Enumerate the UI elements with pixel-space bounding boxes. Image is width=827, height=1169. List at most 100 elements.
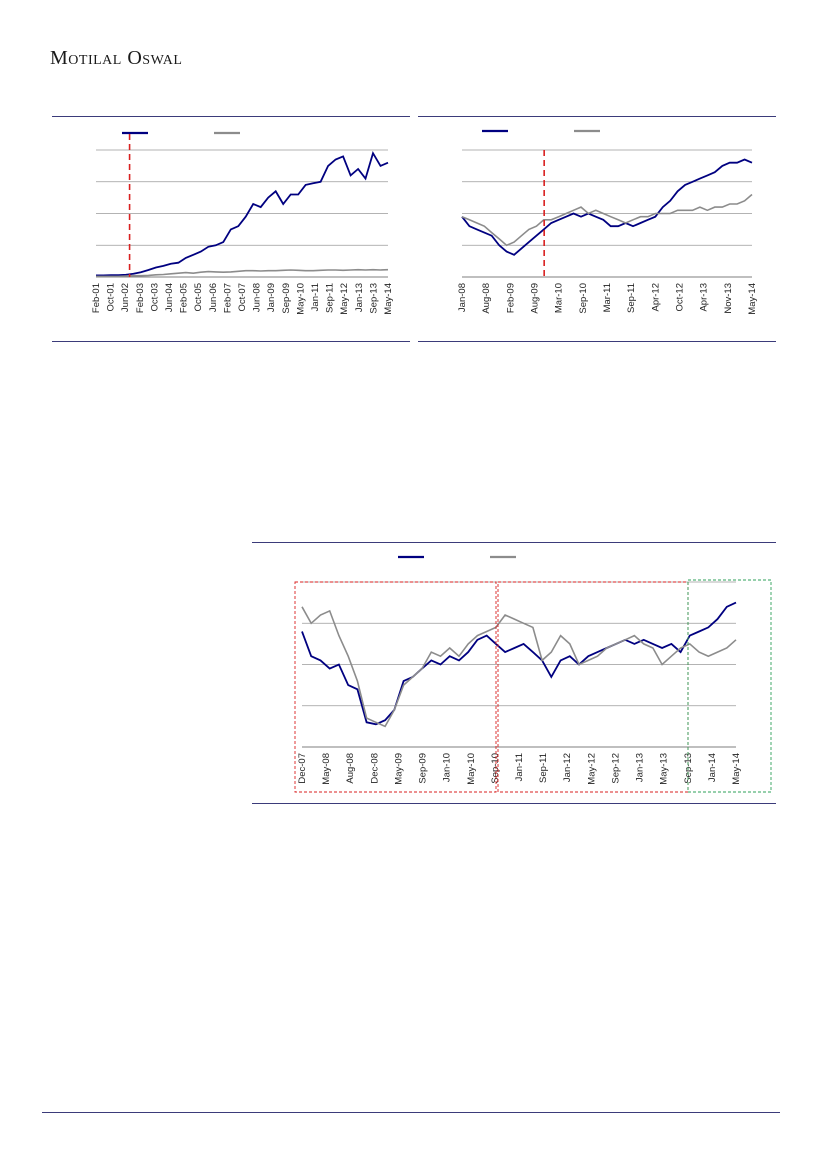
x-tick-label: Jan-13: [635, 753, 646, 782]
x-tick-label: Mar-11: [602, 283, 613, 312]
x-tick-label: Jun-06: [208, 283, 219, 312]
x-tick-label: Feb-07: [222, 283, 233, 313]
x-tick-group: May-14: [383, 283, 394, 315]
x-tick-label: Dec-08: [369, 753, 380, 784]
x-tick-label: Jan-13: [354, 283, 365, 312]
chart2-bottom-rule: [418, 341, 776, 342]
x-tick-group: May-08: [321, 753, 332, 785]
series-line-1: [461, 158, 753, 256]
series-line-1: [96, 150, 389, 277]
x-tick-group: Dec-07: [297, 753, 308, 784]
x-tick-label: Jan-14: [707, 753, 718, 782]
chart-3: Dec-07 May-08 Aug-08 Dec-08 May-09 Sep-09 Jan-…: [294, 555, 772, 793]
x-tick-group: Apr-12: [650, 283, 661, 312]
chart1-top-rule: [52, 116, 410, 117]
x-tick-label: Nov-13: [723, 283, 734, 314]
x-tick-label: Jan-09: [266, 283, 277, 312]
x-tick-label: Jan-11: [514, 753, 525, 781]
x-tick-group: May-10: [295, 283, 306, 315]
x-tick-group: Jan-08: [457, 283, 468, 312]
chart-2: Jan-08 Aug-08 Feb-09 Aug-09 Mar-10 Sep-10 Mar-…: [457, 129, 758, 315]
x-tick-label: May-12: [339, 283, 350, 315]
x-tick-label: Sep-09: [281, 283, 292, 314]
x-tick-group: Aug-08: [345, 753, 356, 784]
x-tick-label: May-08: [321, 753, 332, 785]
x-tick-label: Jan-11: [310, 283, 321, 311]
x-tick-label: May-14: [731, 753, 742, 785]
x-tick-label: Jun-08: [252, 283, 263, 312]
x-tick-label: Oct-05: [193, 283, 204, 312]
x-tick-group: Aug-08: [481, 283, 492, 314]
x-tick-label: May-10: [466, 753, 477, 785]
x-tick-label: Jan-10: [442, 753, 453, 782]
chart3-bottom-rule: [252, 803, 776, 804]
series-line-1: [301, 601, 737, 726]
x-tick-label: Jun-02: [120, 283, 131, 312]
x-tick-label: Oct-01: [106, 283, 117, 312]
x-tick-group: Jan-09: [266, 283, 277, 312]
x-tick-group: Jan-11: [514, 753, 525, 781]
x-tick-group: May-12: [586, 753, 597, 785]
x-tick-label: Sep-11: [325, 283, 336, 313]
x-tick-group: Sep-09: [418, 753, 429, 784]
x-tick-label: Dec-07: [297, 753, 308, 784]
x-tick-group: Sep-09: [281, 283, 292, 314]
x-tick-group: Oct-01: [106, 283, 117, 312]
x-tick-group: Sep-11: [626, 283, 637, 313]
x-tick-group: Jan-13: [635, 753, 646, 782]
x-tick-label: Jun-04: [164, 283, 175, 312]
chart-1: Feb-01 Oct-01 Jun-02 Feb-03 Oct-03 Jun-04 Feb-…: [91, 131, 394, 315]
x-tick-label: Mar-10: [554, 283, 565, 313]
x-tick-group: Jan-14: [707, 753, 718, 782]
x-tick-label: Sep-10: [490, 753, 501, 784]
x-tick-label: Feb-05: [179, 283, 190, 313]
chart3-top-rule: [252, 542, 776, 543]
x-tick-group: May-12: [339, 283, 350, 315]
x-tick-group: Feb-07: [222, 283, 233, 313]
x-tick-group: Sep-11: [325, 283, 336, 313]
x-tick-group: Jan-11: [310, 283, 321, 311]
x-tick-label: Sep-11: [538, 753, 549, 783]
x-tick-group: May-14: [747, 283, 758, 315]
x-tick-group: Feb-09: [505, 283, 516, 313]
period-box-3: [687, 579, 772, 793]
x-tick-group: Jan-12: [562, 753, 573, 782]
x-tick-label: Apr-12: [650, 283, 661, 312]
x-tick-label: Sep-13: [368, 283, 379, 314]
brand-logo: MOTILAL OSWAL: [50, 47, 183, 69]
x-tick-group: Sep-13: [368, 283, 379, 314]
series-line-2: [461, 193, 753, 247]
x-tick-group: Apr-13: [699, 283, 710, 312]
x-tick-group: Oct-07: [237, 283, 248, 312]
x-tick-group: Jun-02: [120, 283, 131, 312]
chart2-top-rule: [418, 116, 776, 117]
x-tick-label: Feb-01: [91, 283, 102, 313]
x-tick-label: Aug-08: [345, 753, 356, 784]
x-tick-group: Sep-10: [490, 753, 501, 784]
footer-rule: [42, 1112, 780, 1113]
x-tick-group: Feb-01: [91, 283, 102, 313]
period-box-1: [294, 581, 497, 793]
x-tick-label: Oct-12: [675, 283, 686, 312]
x-tick-group: May-13: [659, 753, 670, 785]
x-tick-group: Oct-03: [149, 283, 160, 312]
x-tick-group: Mar-10: [554, 283, 565, 313]
x-tick-label: Feb-03: [135, 283, 146, 313]
x-tick-label: Sep-11: [626, 283, 637, 313]
x-tick-label: May-13: [659, 753, 670, 785]
chart1-bottom-rule: [52, 341, 410, 342]
x-tick-group: Feb-05: [179, 283, 190, 313]
x-tick-label: Feb-09: [505, 283, 516, 313]
x-tick-group: May-14: [731, 753, 742, 785]
x-tick-group: Jun-08: [252, 283, 263, 312]
x-tick-label: Sep-09: [418, 753, 429, 784]
x-tick-label: Aug-09: [530, 283, 541, 314]
x-tick-group: Oct-05: [193, 283, 204, 312]
x-tick-label: Sep-12: [610, 753, 621, 784]
x-tick-group: May-09: [393, 753, 404, 785]
series-line-2: [96, 268, 389, 278]
x-tick-label: Jan-12: [562, 753, 573, 782]
x-tick-group: Jan-10: [442, 753, 453, 782]
x-tick-label: May-12: [586, 753, 597, 785]
x-tick-label: Sep-10: [578, 283, 589, 314]
